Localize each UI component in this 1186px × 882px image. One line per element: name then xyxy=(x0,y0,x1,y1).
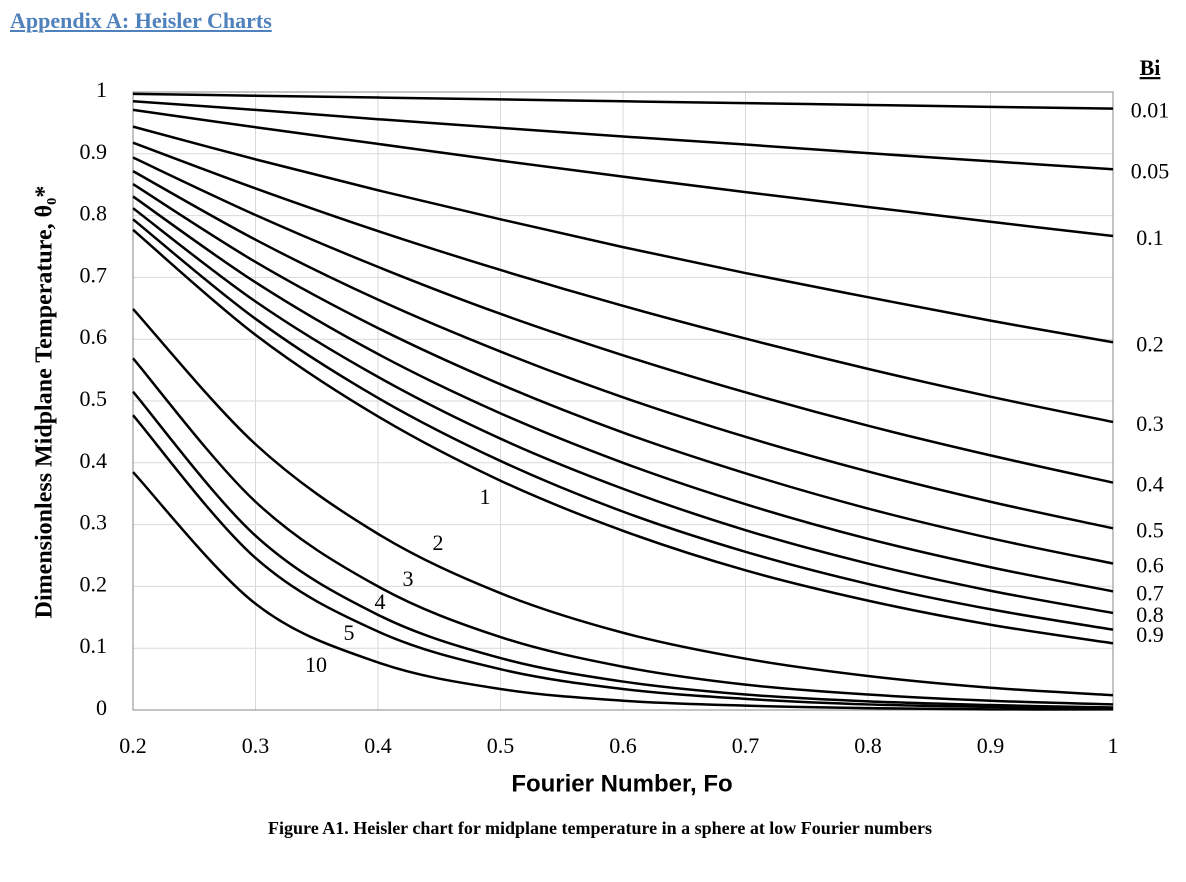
plot-frame xyxy=(132,91,1114,711)
y-tick-label: 0.8 xyxy=(80,201,108,226)
y-tick-label: 0.6 xyxy=(80,324,108,349)
series-line xyxy=(132,308,1114,697)
series-label: 5 xyxy=(344,620,355,645)
y-tick-label: 0.4 xyxy=(80,448,108,473)
y-tick-label: 1 xyxy=(96,77,107,102)
series-line xyxy=(132,228,1114,645)
x-axis-label: Fourier Number, Fo xyxy=(511,770,732,797)
series-line xyxy=(132,141,1114,424)
legend-label: 0.1 xyxy=(1136,225,1164,250)
series-line xyxy=(132,218,1114,631)
legend-label: 0.01 xyxy=(1131,98,1170,123)
x-tick-label: 0.2 xyxy=(119,733,147,758)
y-tick-label: 0.2 xyxy=(80,571,108,596)
legend-label: 0.8 xyxy=(1136,602,1164,627)
legend-label: 0.9 xyxy=(1136,622,1164,647)
x-tick-label: 0.9 xyxy=(977,733,1005,758)
y-tick-label: 0.3 xyxy=(80,510,108,535)
series-line xyxy=(132,357,1114,706)
legend-label: 0.6 xyxy=(1136,553,1164,578)
legend-label: 0.05 xyxy=(1131,158,1170,183)
page-title: Appendix A: Heisler Charts xyxy=(10,8,272,33)
series-label: 4 xyxy=(375,589,386,614)
y-tick-label: 0.5 xyxy=(80,386,108,411)
x-tick-label: 0.3 xyxy=(242,733,270,758)
legend-label: 0.7 xyxy=(1136,580,1164,605)
series-line xyxy=(132,170,1114,530)
series-label: 3 xyxy=(403,566,414,591)
series-line xyxy=(132,471,1114,711)
legend-label: 0.2 xyxy=(1136,331,1164,356)
x-tick-label: 0.5 xyxy=(487,733,515,758)
legend-label: 0.5 xyxy=(1136,517,1164,542)
x-tick-label: 0.6 xyxy=(609,733,637,758)
legend-title: Bi xyxy=(1140,55,1161,80)
series-line xyxy=(132,195,1114,593)
series-line xyxy=(132,125,1114,344)
series-line xyxy=(132,108,1114,238)
x-tick-label: 0.8 xyxy=(854,733,882,758)
legend-label: 0.4 xyxy=(1136,472,1164,497)
y-tick-label: 0 xyxy=(96,695,107,720)
x-tick-label: 1 xyxy=(1108,733,1119,758)
x-tick-label: 0.7 xyxy=(732,733,760,758)
legend-label: 0.3 xyxy=(1136,411,1164,436)
x-tick-label: 0.4 xyxy=(364,733,392,758)
figure-caption: Figure A1. Heisler chart for midplane te… xyxy=(268,818,932,838)
series-line xyxy=(132,414,1114,711)
series-line xyxy=(132,156,1114,484)
y-axis-label: Dimensionless Midplane Temperature, θ₀* xyxy=(32,186,58,619)
series-label: 2 xyxy=(433,530,444,555)
series-label: 1 xyxy=(480,484,491,509)
y-tick-label: 0.9 xyxy=(80,139,108,164)
y-tick-label: 0.7 xyxy=(80,262,108,287)
series-label: 10 xyxy=(305,652,327,677)
series-line xyxy=(132,100,1114,171)
series-line xyxy=(132,183,1114,565)
series-line xyxy=(132,92,1114,110)
y-tick-label: 0.1 xyxy=(80,633,108,658)
series-line xyxy=(132,390,1114,709)
series-line xyxy=(132,207,1114,615)
